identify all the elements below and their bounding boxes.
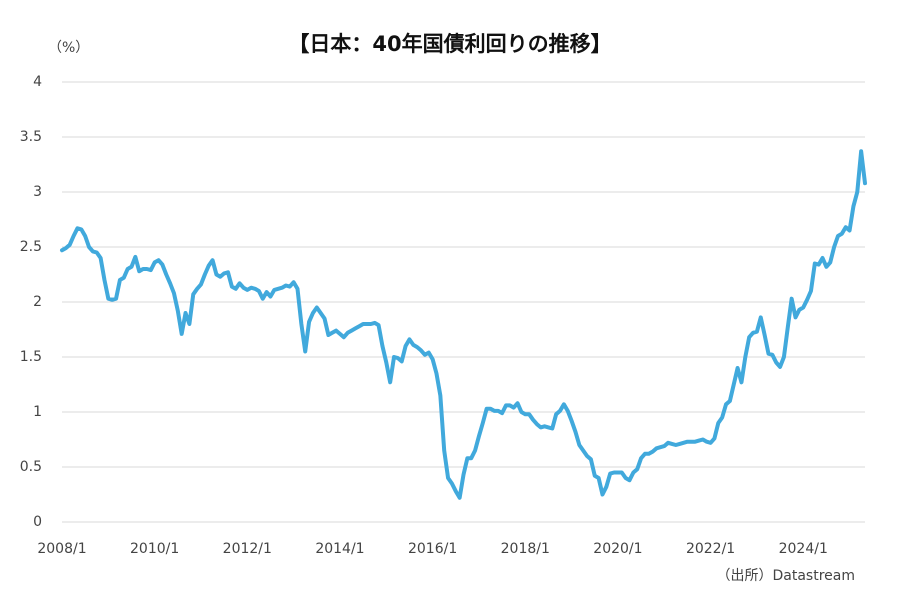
x-tick-label: 2020/1: [593, 541, 642, 557]
source-note: （出所）Datastream: [717, 568, 856, 584]
y-tick-label: 2.5: [20, 239, 42, 255]
y-tick-label: 2: [33, 294, 42, 310]
x-tick-label: 2014/1: [315, 541, 364, 557]
y-tick-label: 0.5: [20, 459, 42, 475]
data-line: [60, 149, 867, 500]
x-tick-label: 2018/1: [501, 541, 550, 557]
y-axis-unit: （%）: [48, 40, 89, 56]
x-tick-label: 2008/1: [37, 541, 86, 557]
y-tick-label: 0: [33, 514, 42, 530]
x-tick-label: 2024/1: [779, 541, 828, 557]
y-tick-label: 4: [33, 74, 42, 90]
x-tick-label: 2012/1: [223, 541, 272, 557]
y-tick-label: 3: [33, 184, 42, 200]
y-tick-label: 3.5: [20, 129, 42, 145]
x-tick-label: 2010/1: [130, 541, 179, 557]
chart-title: 【日本：40年国債利回りの推移】: [288, 32, 611, 56]
y-tick-label: 1: [33, 404, 42, 420]
x-tick-label: 2016/1: [408, 541, 457, 557]
x-tick-label: 2022/1: [686, 541, 735, 557]
y-tick-label: 1.5: [20, 349, 42, 365]
